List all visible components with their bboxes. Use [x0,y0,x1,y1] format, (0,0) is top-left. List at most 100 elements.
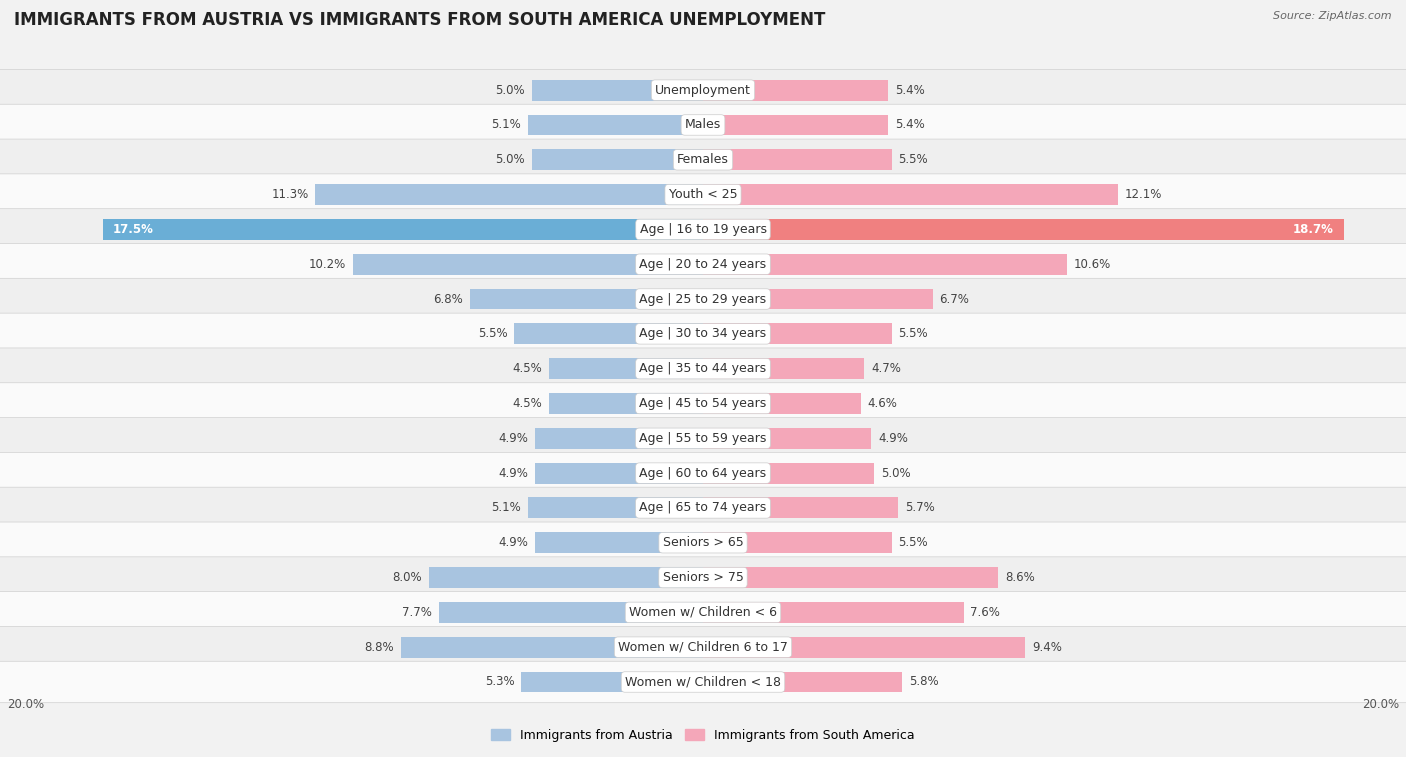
Text: Women w/ Children < 18: Women w/ Children < 18 [626,675,780,688]
Text: 4.9%: 4.9% [498,431,529,445]
FancyBboxPatch shape [0,383,1406,424]
Text: Women w/ Children < 6: Women w/ Children < 6 [628,606,778,619]
FancyBboxPatch shape [0,522,1406,563]
Bar [703,254,1067,275]
Text: 5.0%: 5.0% [495,153,524,167]
Text: 11.3%: 11.3% [271,188,309,201]
Bar [353,254,703,275]
FancyBboxPatch shape [0,453,1406,494]
Text: 4.9%: 4.9% [498,536,529,550]
Bar [531,149,703,170]
Bar [703,358,865,379]
Text: Seniors > 75: Seniors > 75 [662,571,744,584]
Text: 4.5%: 4.5% [512,397,541,410]
Text: 5.5%: 5.5% [898,536,928,550]
Bar [703,532,891,553]
Bar [703,428,872,449]
Text: Age | 35 to 44 years: Age | 35 to 44 years [640,362,766,375]
FancyBboxPatch shape [0,70,1406,111]
Text: 20.0%: 20.0% [7,697,44,711]
Text: 5.1%: 5.1% [492,118,522,132]
Text: 5.5%: 5.5% [898,153,928,167]
Text: 5.7%: 5.7% [905,501,935,515]
Text: Age | 45 to 54 years: Age | 45 to 54 years [640,397,766,410]
Bar [529,497,703,519]
Text: 4.5%: 4.5% [512,362,541,375]
Text: 7.6%: 7.6% [970,606,1000,619]
Bar [103,219,703,240]
Text: 18.7%: 18.7% [1294,223,1334,236]
FancyBboxPatch shape [0,418,1406,459]
Bar [515,323,703,344]
Text: 4.7%: 4.7% [872,362,901,375]
Text: Age | 65 to 74 years: Age | 65 to 74 years [640,501,766,515]
FancyBboxPatch shape [0,348,1406,389]
Bar [548,358,703,379]
Text: 20.0%: 20.0% [1362,697,1399,711]
FancyBboxPatch shape [0,244,1406,285]
Text: 8.0%: 8.0% [392,571,422,584]
Bar [529,114,703,136]
Text: Age | 25 to 29 years: Age | 25 to 29 years [640,292,766,306]
Bar [548,393,703,414]
FancyBboxPatch shape [0,209,1406,250]
Text: 7.7%: 7.7% [402,606,432,619]
FancyBboxPatch shape [0,104,1406,145]
Bar [429,567,703,588]
Bar [703,393,860,414]
Bar [401,637,703,658]
Text: IMMIGRANTS FROM AUSTRIA VS IMMIGRANTS FROM SOUTH AMERICA UNEMPLOYMENT: IMMIGRANTS FROM AUSTRIA VS IMMIGRANTS FR… [14,11,825,30]
Text: Females: Females [678,153,728,167]
FancyBboxPatch shape [0,139,1406,180]
FancyBboxPatch shape [0,592,1406,633]
Bar [703,463,875,484]
FancyBboxPatch shape [0,279,1406,319]
Text: 5.8%: 5.8% [908,675,938,688]
Text: 10.6%: 10.6% [1073,257,1111,271]
Text: Seniors > 65: Seniors > 65 [662,536,744,550]
FancyBboxPatch shape [0,662,1406,702]
Text: Youth < 25: Youth < 25 [669,188,737,201]
Text: Age | 20 to 24 years: Age | 20 to 24 years [640,257,766,271]
Legend: Immigrants from Austria, Immigrants from South America: Immigrants from Austria, Immigrants from… [486,724,920,747]
Bar [315,184,703,205]
Bar [522,671,703,693]
Text: 12.1%: 12.1% [1125,188,1163,201]
Text: 8.8%: 8.8% [364,640,394,654]
Text: 5.0%: 5.0% [495,84,524,97]
Bar [470,288,703,310]
Bar [703,323,891,344]
FancyBboxPatch shape [0,627,1406,668]
Text: 17.5%: 17.5% [112,223,155,236]
Text: Age | 30 to 34 years: Age | 30 to 34 years [640,327,766,341]
Text: Age | 60 to 64 years: Age | 60 to 64 years [640,466,766,480]
Text: 8.6%: 8.6% [1005,571,1035,584]
Bar [534,428,703,449]
Bar [703,149,891,170]
Bar [703,288,932,310]
Text: 5.3%: 5.3% [485,675,515,688]
Text: Unemployment: Unemployment [655,84,751,97]
Text: Source: ZipAtlas.com: Source: ZipAtlas.com [1274,11,1392,21]
Bar [703,602,963,623]
Bar [703,637,1025,658]
Bar [439,602,703,623]
Bar [531,79,703,101]
Bar [703,671,901,693]
Bar [703,184,1118,205]
Text: 6.8%: 6.8% [433,292,463,306]
Bar [703,567,998,588]
Text: 4.9%: 4.9% [498,466,529,480]
Bar [703,497,898,519]
Text: 5.4%: 5.4% [896,118,925,132]
Text: 5.5%: 5.5% [898,327,928,341]
Text: 4.6%: 4.6% [868,397,897,410]
FancyBboxPatch shape [0,313,1406,354]
FancyBboxPatch shape [0,488,1406,528]
Text: Women w/ Children 6 to 17: Women w/ Children 6 to 17 [619,640,787,654]
Text: 6.7%: 6.7% [939,292,970,306]
Bar [534,463,703,484]
Text: 5.5%: 5.5% [478,327,508,341]
Bar [703,114,889,136]
Bar [534,532,703,553]
